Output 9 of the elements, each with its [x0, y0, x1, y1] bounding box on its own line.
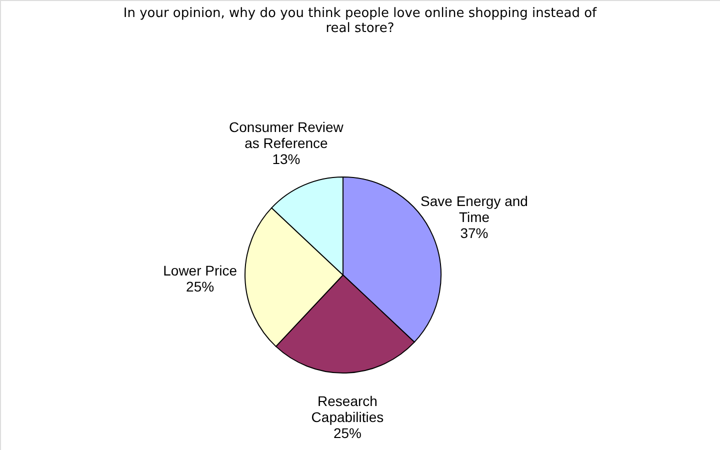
- data-label: 25%: [333, 424, 362, 441]
- slice-label: Lower Price: [163, 262, 238, 278]
- slice-label: Save Energy and Time: [420, 193, 528, 226]
- slice-label: Research Capabilities: [311, 392, 384, 425]
- data-label: 37%: [460, 225, 488, 242]
- chart-title: In your opinion, why do you think people love online shopping instead of real store?: [123, 6, 598, 36]
- slice-label: Consumer Review as Reference: [229, 118, 344, 151]
- data-label: 25%: [186, 278, 214, 294]
- data-label: 13%: [272, 150, 300, 167]
